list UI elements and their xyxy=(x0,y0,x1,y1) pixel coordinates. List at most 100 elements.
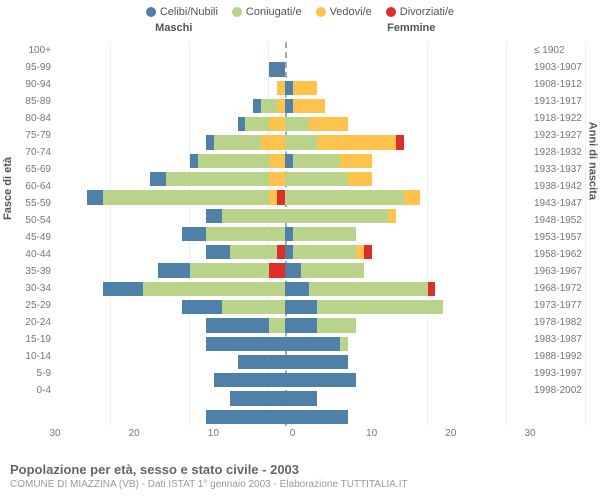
bar-segment xyxy=(309,117,349,131)
stacked-bar xyxy=(206,135,285,149)
pyramid-row xyxy=(110,97,460,115)
age-label: 75-79 xyxy=(0,127,55,144)
legend-label: Celibi/Nubili xyxy=(160,6,218,18)
bar-segment xyxy=(285,410,348,424)
legend-swatch xyxy=(232,7,242,17)
bar-segment xyxy=(214,135,262,149)
male-half xyxy=(110,225,285,243)
male-half xyxy=(110,188,285,206)
pyramid-row xyxy=(110,316,460,334)
x-tick: 20 xyxy=(445,428,456,439)
birth-label: 1903-1907 xyxy=(530,59,600,76)
column-headers: Maschi Femmine xyxy=(0,22,600,34)
bar-segment xyxy=(293,99,325,113)
male-half xyxy=(110,298,285,316)
stacked-bar xyxy=(285,282,435,296)
bar-segment xyxy=(285,373,356,387)
male-half xyxy=(110,335,285,353)
bar-segment xyxy=(269,263,285,277)
male-half xyxy=(110,408,285,426)
age-label: 20-24 xyxy=(0,314,55,331)
caption: Popolazione per età, sesso e stato civil… xyxy=(10,462,590,490)
birth-label: 1973-1977 xyxy=(530,297,600,314)
age-label: 30-34 xyxy=(0,280,55,297)
bar-segment xyxy=(277,99,285,113)
pyramid-row xyxy=(110,152,460,170)
female-half xyxy=(285,97,460,115)
birth-label: 1923-1927 xyxy=(530,127,600,144)
age-label: 25-29 xyxy=(0,297,55,314)
pyramid-row xyxy=(110,133,460,151)
male-half xyxy=(110,97,285,115)
bar-segment xyxy=(261,135,285,149)
bar-segment xyxy=(317,300,444,314)
bar-segment xyxy=(293,245,356,259)
bar-segment xyxy=(190,154,198,168)
stacked-bar xyxy=(285,245,372,259)
male-half xyxy=(110,115,285,133)
bar-segment xyxy=(317,135,396,149)
bar-segment xyxy=(285,135,317,149)
bar-segment xyxy=(404,190,420,204)
male-half xyxy=(110,207,285,225)
age-label: 60-64 xyxy=(0,178,55,195)
bar-segment xyxy=(285,300,317,314)
female-half xyxy=(285,225,460,243)
stacked-bar xyxy=(285,300,443,314)
male-half xyxy=(110,261,285,279)
pyramid-row xyxy=(110,170,460,188)
bar-segment xyxy=(317,318,357,332)
stacked-bar xyxy=(285,227,356,241)
stacked-bar xyxy=(285,391,317,405)
stacked-bar xyxy=(238,117,286,131)
bar-segment xyxy=(238,117,246,131)
female-half xyxy=(285,389,460,407)
x-tick: 20 xyxy=(129,428,140,439)
birth-label: 1958-1962 xyxy=(530,246,600,263)
bar-segment xyxy=(103,282,143,296)
bar-segment xyxy=(103,190,269,204)
legend-item-celibi: Celibi/Nubili xyxy=(146,6,218,18)
bar-segment xyxy=(285,172,348,186)
pyramid-row xyxy=(110,261,460,279)
legend-item-coniugati: Coniugati/e xyxy=(232,6,302,18)
bar-segment xyxy=(348,172,372,186)
bar-segment xyxy=(285,245,293,259)
x-tick: 10 xyxy=(208,428,219,439)
pyramid-row xyxy=(110,335,460,353)
bar-rows xyxy=(110,42,460,426)
age-label: 0-4 xyxy=(0,382,55,399)
age-label: 40-44 xyxy=(0,246,55,263)
age-label: 85-89 xyxy=(0,93,55,110)
pyramid-row xyxy=(110,207,460,225)
birth-label: 1933-1937 xyxy=(530,161,600,178)
bar-segment xyxy=(269,172,285,186)
bar-segment xyxy=(277,245,285,259)
pyramid-row xyxy=(110,280,460,298)
age-label: 10-14 xyxy=(0,348,55,365)
bar-segment xyxy=(206,209,222,223)
bar-segment xyxy=(253,99,261,113)
female-half xyxy=(285,371,460,389)
bar-segment xyxy=(285,318,317,332)
bar-segment xyxy=(285,81,293,95)
stacked-bar xyxy=(285,318,356,332)
birth-label: 1918-1922 xyxy=(530,110,600,127)
stacked-bar xyxy=(285,410,348,424)
pyramid-row xyxy=(110,79,460,97)
stacked-bar xyxy=(285,190,420,204)
birth-label: ≤ 1902 xyxy=(530,42,600,59)
male-half xyxy=(110,170,285,188)
bar-segment xyxy=(285,117,309,131)
stacked-bar xyxy=(182,227,285,241)
bar-segment xyxy=(206,135,214,149)
bar-segment xyxy=(364,245,372,259)
bar-segment xyxy=(182,300,222,314)
stacked-bar xyxy=(206,410,285,424)
age-label: 55-59 xyxy=(0,195,55,212)
legend-item-vedovi: Vedovi/e xyxy=(316,6,372,18)
birth-label: 1993-1997 xyxy=(530,365,600,382)
birth-label: 1938-1942 xyxy=(530,178,600,195)
female-half xyxy=(285,207,460,225)
stacked-bar xyxy=(269,62,285,76)
